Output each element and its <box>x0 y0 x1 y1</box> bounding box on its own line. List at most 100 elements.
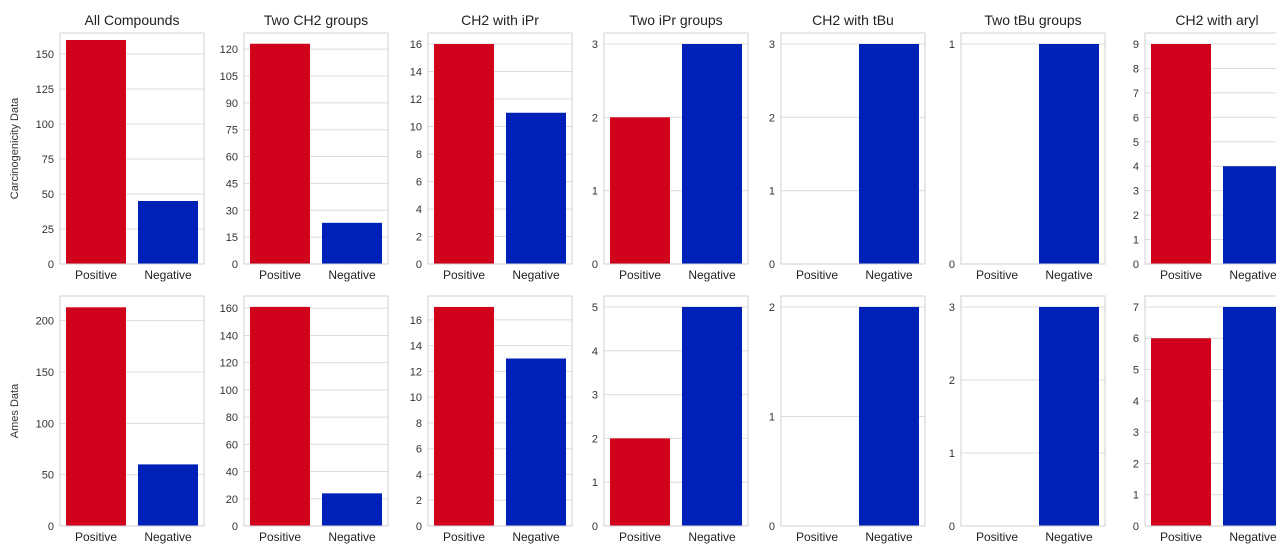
y-tick-label: 6 <box>1133 333 1139 345</box>
x-tick-label-negative: Negative <box>865 530 913 544</box>
y-tick-label: 10 <box>410 392 422 404</box>
y-tick-label: 30 <box>226 205 238 217</box>
panel-1-7: 0 1 2 3 4 5 6 7 8 9 Positive Negative CH2 with aryl <box>1133 12 1276 282</box>
y-axis-label: Ames Data <box>9 383 21 438</box>
panel-1-6: 0 1 Positive Negative Two tBu groups <box>949 12 1106 282</box>
y-tick-label: 50 <box>42 189 54 201</box>
y-tick-label: 2 <box>592 112 598 124</box>
x-tick-label-positive: Positive <box>976 530 1018 544</box>
y-tick-label: 6 <box>1133 112 1139 124</box>
y-tick-label: 20 <box>226 494 238 506</box>
y-tick-label: 4 <box>416 204 422 216</box>
y-tick-label: 100 <box>220 385 238 397</box>
y-tick-label: 4 <box>1133 161 1139 173</box>
x-tick-label-negative: Negative <box>1229 530 1276 544</box>
bar-negative <box>1039 306 1099 526</box>
y-tick-label: 2 <box>769 112 775 124</box>
y-tick-label: 0 <box>1133 259 1139 271</box>
panel-1-4: 0 1 2 3 Positive Negative Two iPr groups <box>592 12 749 282</box>
y-tick-label: 150 <box>36 49 54 61</box>
bar-positive <box>1151 44 1211 264</box>
x-tick-label-positive: Positive <box>976 268 1018 282</box>
panel-1-5: 0 1 2 3 Positive Negative CH2 with tBu <box>769 12 926 282</box>
y-tick-label: 3 <box>949 302 955 314</box>
panel-2-2: 0 20 40 60 80 100 120 140 160 Positive Negative <box>220 295 389 544</box>
axes-frame <box>780 32 926 265</box>
x-tick-label-negative: Negative <box>688 268 736 282</box>
y-tick-label: 9 <box>1133 39 1139 51</box>
axes-frame <box>59 295 205 527</box>
y-tick-label: 140 <box>220 330 238 342</box>
y-tick-label: 100 <box>36 418 54 430</box>
y-tick-label: 25 <box>42 224 54 236</box>
y-tick-label: 16 <box>410 39 422 51</box>
y-tick-label: 1 <box>1133 235 1139 247</box>
bar-negative <box>859 306 919 526</box>
panel-title: CH2 with iPr <box>461 12 539 28</box>
y-tick-label: 2 <box>416 232 422 244</box>
x-tick-label-positive: Positive <box>259 530 301 544</box>
y-tick-label: 8 <box>416 149 422 161</box>
y-tick-label: 0 <box>592 259 598 271</box>
y-tick-label: 16 <box>410 315 422 327</box>
panel-title: Two CH2 groups <box>264 12 368 28</box>
y-tick-label: 105 <box>220 71 238 83</box>
y-tick-label: 1 <box>592 186 598 198</box>
y-tick-label: 2 <box>1133 210 1139 222</box>
x-tick-label-positive: Positive <box>75 530 117 544</box>
x-tick-label-negative: Negative <box>1045 268 1093 282</box>
panel-2-7: 0 1 2 3 4 5 6 7 Positive Negative <box>1133 295 1276 544</box>
panel-1-1: 0 25 50 75 100 125 150 Positive Negative All Comp… <box>9 12 205 282</box>
x-tick-label-negative: Negative <box>512 530 560 544</box>
bar-positive <box>250 306 310 526</box>
y-tick-label: 0 <box>769 521 775 533</box>
y-tick-label: 2 <box>949 375 955 387</box>
y-tick-label: 0 <box>232 259 238 271</box>
y-tick-label: 1 <box>949 39 955 51</box>
y-tick-label: 0 <box>48 259 54 271</box>
y-axis-label: Carcinogenicity Data <box>9 97 21 199</box>
y-tick-label: 5 <box>1133 137 1139 149</box>
y-tick-label: 1 <box>769 411 775 423</box>
panel-title: All Compounds <box>85 12 180 28</box>
axes-frame <box>427 295 573 527</box>
bar-negative <box>682 44 742 264</box>
panel-title: CH2 with tBu <box>812 12 894 28</box>
bar-positive <box>1151 338 1211 526</box>
bar-negative <box>682 306 742 526</box>
panel-1-3: 0 2 4 6 8 10 12 14 16 Positive Negative CH2 with iP… <box>410 12 573 282</box>
panel-title: Two tBu groups <box>984 12 1081 28</box>
bar-negative <box>1039 44 1099 264</box>
y-tick-label: 14 <box>410 341 422 353</box>
y-tick-label: 2 <box>416 495 422 507</box>
x-tick-label-positive: Positive <box>619 268 661 282</box>
y-tick-label: 0 <box>416 259 422 271</box>
axes-frame <box>780 295 926 527</box>
y-tick-label: 4 <box>416 469 422 481</box>
y-tick-label: 3 <box>592 390 598 402</box>
y-tick-label: 5 <box>1133 365 1139 377</box>
y-tick-label: 8 <box>1133 63 1139 75</box>
bar-negative <box>138 464 198 526</box>
y-tick-label: 1 <box>1133 490 1139 502</box>
y-tick-label: 4 <box>1133 396 1139 408</box>
axes-frame <box>243 295 389 527</box>
y-tick-label: 0 <box>769 259 775 271</box>
y-tick-label: 75 <box>42 154 54 166</box>
y-tick-label: 45 <box>226 178 238 190</box>
y-tick-label: 6 <box>416 177 422 189</box>
y-tick-label: 0 <box>232 521 238 533</box>
bar-positive <box>434 44 494 264</box>
x-tick-label-negative: Negative <box>144 530 192 544</box>
y-tick-label: 14 <box>410 67 422 79</box>
bar-negative <box>506 358 566 526</box>
bar-negative <box>506 112 566 264</box>
x-tick-label-positive: Positive <box>1160 268 1202 282</box>
y-tick-label: 0 <box>592 521 598 533</box>
bar-positive <box>66 40 126 264</box>
panel-2-1: 0 50 100 150 200 Positive Negative Ames Data <box>9 295 205 544</box>
y-tick-label: 0 <box>416 521 422 533</box>
axes-frame <box>960 32 1106 265</box>
y-tick-label: 12 <box>410 366 422 378</box>
